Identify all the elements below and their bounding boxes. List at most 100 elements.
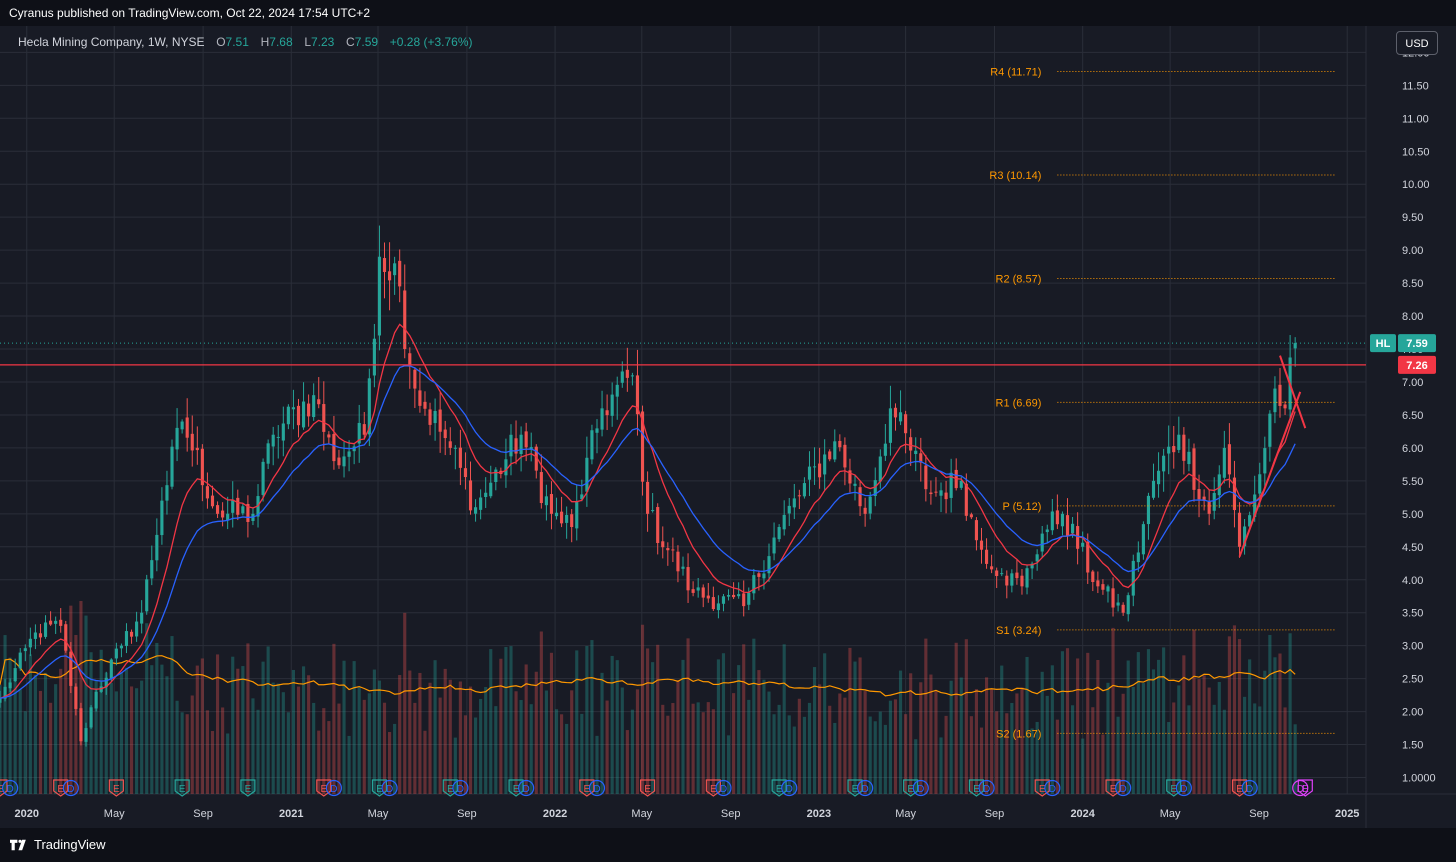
volume-bar: [251, 698, 255, 794]
candle-body: [1222, 447, 1226, 478]
volume-bar: [1015, 693, 1019, 794]
candle-body: [261, 461, 265, 495]
volume-bar: [38, 690, 43, 794]
candle-body: [995, 570, 999, 576]
candle-body: [372, 338, 376, 376]
event-marker-label: E: [1302, 784, 1309, 795]
earnings-marker-icon: [705, 779, 721, 797]
candle-body: [1197, 489, 1201, 500]
volume-bar: [1288, 633, 1292, 794]
candle-body: [428, 409, 432, 425]
volume-bar: [883, 724, 887, 794]
volume-bar: [742, 644, 746, 794]
volume-bar: [94, 680, 98, 794]
candle-body: [362, 424, 366, 435]
tradingview-brand[interactable]: TradingView: [10, 837, 106, 852]
candle-body: [241, 506, 245, 514]
pivot-label: R1 (6.69): [996, 397, 1042, 409]
candle-body: [1005, 575, 1009, 586]
candle-body: [1146, 495, 1151, 525]
volume-bar: [1136, 652, 1140, 794]
candle-body: [74, 686, 78, 709]
volume-bar: [1167, 722, 1171, 794]
volume-bar: [479, 698, 483, 794]
chart-area[interactable]: R4 (11.71) R3 (10.14) R2 (8.57) R1 (6.69) P …: [0, 26, 1456, 828]
volume-bar: [246, 643, 250, 794]
volume-bar: [974, 689, 979, 794]
price-tick-label: 8.50: [1402, 278, 1423, 290]
candle-body: [772, 537, 776, 554]
candle-body: [226, 513, 230, 521]
candle-body: [170, 446, 174, 487]
volume-bar: [661, 704, 665, 794]
volume-bar: [1217, 681, 1221, 794]
candle-body: [1258, 474, 1262, 494]
dividend-marker-icon: [518, 779, 535, 797]
candle-body: [1248, 515, 1252, 527]
volume-bar: [1040, 671, 1044, 794]
chart-canvas[interactable]: R4 (11.71) R3 (10.14) R2 (8.57) R1 (6.69) P …: [0, 26, 1456, 828]
event-marker-label: E: [320, 784, 327, 795]
volume-bar: [463, 715, 468, 794]
candle-body: [195, 447, 199, 451]
volume-bar: [969, 716, 973, 794]
candle-body: [610, 394, 614, 416]
volume-bar: [671, 703, 675, 794]
candle-body: [200, 448, 204, 486]
candle-body: [1076, 526, 1080, 549]
candle-body: [1136, 552, 1140, 563]
volume-bar: [554, 709, 559, 794]
candle-body: [858, 487, 862, 507]
candle-body: [337, 457, 341, 466]
volume-bar: [1126, 660, 1130, 794]
time-tick-label: May: [368, 808, 389, 820]
volume-bar: [959, 677, 963, 794]
candle-body: [959, 480, 963, 488]
candle-body: [8, 682, 12, 689]
volume-bar: [534, 671, 538, 794]
candle-body: [185, 417, 189, 438]
volume-bar: [843, 697, 847, 794]
candle-body: [544, 496, 548, 506]
candle-body: [1217, 474, 1221, 496]
volume-bar: [236, 668, 240, 794]
volume-bar: [241, 666, 245, 794]
volume-bar: [529, 704, 533, 794]
currency-button[interactable]: USD: [1396, 31, 1438, 55]
earnings-marker-icon: [1105, 779, 1121, 797]
time-tick-label: 2023: [807, 808, 831, 820]
volume-bar: [696, 702, 700, 794]
volume-bar: [1293, 724, 1297, 794]
candle-body: [524, 431, 528, 448]
candle-body: [686, 567, 690, 591]
candle-body: [296, 405, 301, 426]
volume-bar: [49, 702, 53, 794]
candle-body: [863, 507, 867, 514]
volume-ma-line: [0, 655, 1296, 697]
volume-bar: [924, 638, 928, 794]
legend-change: +0.28 (+3.76%): [389, 35, 473, 49]
event-marker-label: D: [457, 784, 464, 795]
volume-bar: [1141, 683, 1145, 794]
volume-bar: [777, 704, 781, 794]
volume-bar: [726, 735, 731, 794]
volume-bar: [175, 700, 179, 794]
legend-open-value: 7.51: [225, 35, 249, 49]
candle-body: [924, 465, 928, 490]
candle-body: [453, 447, 457, 449]
volume-bar: [787, 715, 791, 794]
volume-bar: [1116, 716, 1120, 794]
volume-bar: [1278, 653, 1282, 794]
candle-body: [802, 483, 806, 497]
candle-body: [823, 454, 827, 475]
volume-bar: [408, 670, 412, 794]
candle-body: [929, 492, 933, 495]
candle-body: [109, 659, 113, 679]
volume-bar: [458, 681, 462, 794]
candle-body: [291, 407, 296, 410]
time-tick-label: May: [895, 808, 916, 820]
volume-bar: [767, 691, 771, 794]
candle-body: [671, 549, 675, 551]
volume-bar: [1248, 659, 1252, 794]
candle-body: [944, 492, 948, 500]
